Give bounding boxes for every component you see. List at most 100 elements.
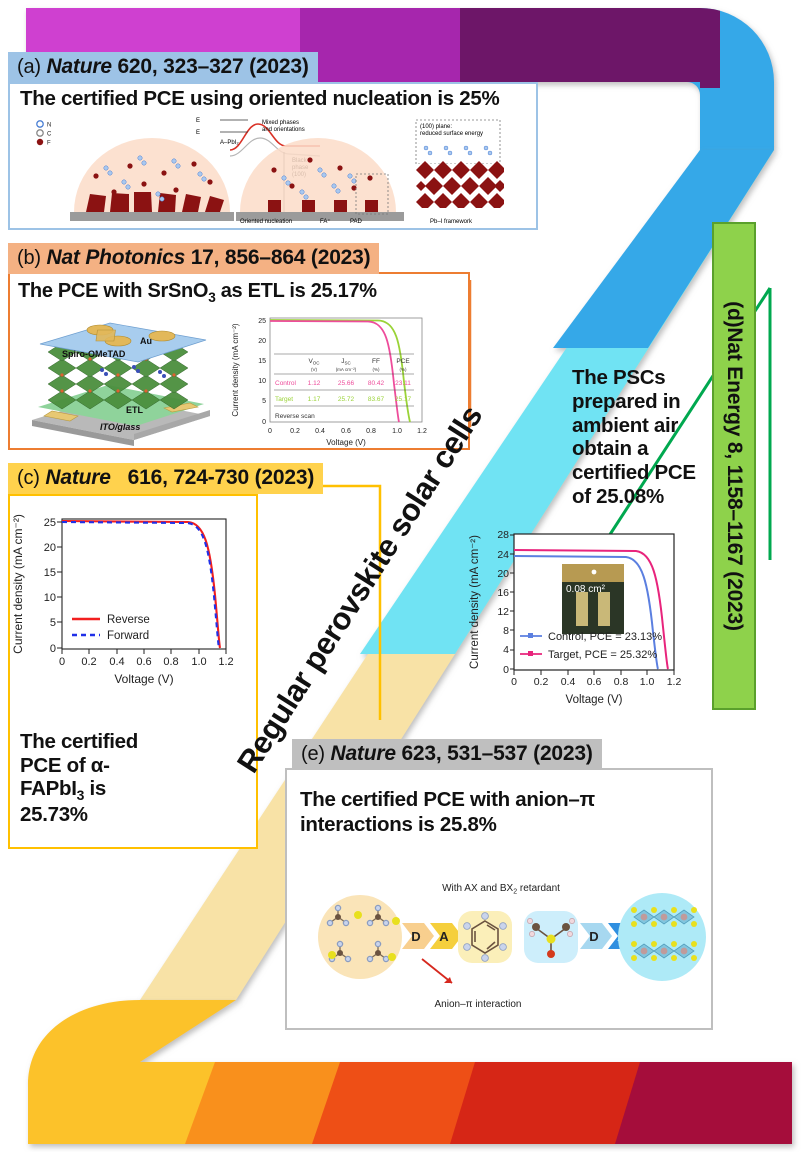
- svg-text:20: 20: [497, 568, 509, 580]
- panel-b-journal: Nat Photonics: [46, 246, 186, 269]
- panel-a-statement: The certified PCE using oriented nucleat…: [20, 87, 500, 110]
- svg-text:0: 0: [50, 643, 56, 655]
- svg-text:10: 10: [44, 592, 56, 604]
- panel-c-line5: 25.73%: [20, 803, 88, 827]
- svg-text:20: 20: [44, 542, 56, 554]
- panel-c-line1: The certified: [20, 730, 138, 753]
- svg-text:N: N: [47, 123, 51, 129]
- panel-e-node-a1: A: [439, 929, 449, 944]
- panel-d-tag: (d): [723, 301, 746, 328]
- svg-text:PAD: PAD: [350, 219, 363, 225]
- panel-c-legend: Reverse Forward: [72, 614, 150, 642]
- svg-text:Pb–I framework: Pb–I framework: [430, 219, 473, 225]
- panel-e-node-d2: D: [589, 929, 598, 944]
- svg-text:5: 5: [262, 398, 266, 405]
- panel-d-line1: The PSCs: [572, 366, 666, 389]
- svg-text:(mA cm⁻²): (mA cm⁻²): [336, 367, 357, 372]
- svg-text:0.8: 0.8: [366, 428, 376, 435]
- panel-e-statement: The certified PCE with anion–π interacti…: [300, 788, 700, 837]
- panel-d-line4: obtain a: [572, 437, 649, 461]
- panel-d-citation: 8, 1158–1167 (2023): [723, 441, 746, 631]
- svg-text:PCE: PCE: [396, 358, 410, 365]
- svg-text:10: 10: [258, 378, 266, 385]
- panel-d-ylabel: Current density (mA cm⁻²): [469, 535, 481, 669]
- panel-b-citation: 17, 856–864 (2023): [190, 246, 371, 269]
- panel-d-line5: certified PCE: [572, 461, 696, 485]
- stack-label-spiro: Spiro-OMeTAD: [62, 349, 126, 359]
- svg-text:23.11: 23.11: [395, 380, 411, 387]
- panel-e-journal: Nature: [330, 742, 396, 765]
- svg-text:25: 25: [44, 517, 56, 529]
- panel-b-statement: The PCE with SrSnO3 as ETL is 25.17%: [18, 280, 458, 305]
- svg-text:0.8: 0.8: [614, 676, 629, 688]
- svg-text:0.6: 0.6: [587, 676, 602, 688]
- panel-c-header: (c) Nature 616, 724-730 (2023): [8, 463, 324, 494]
- svg-text:and orientations: and orientations: [262, 127, 305, 133]
- svg-text:E: E: [196, 118, 200, 124]
- svg-text:5: 5: [50, 617, 56, 629]
- svg-text:(%): (%): [373, 367, 380, 372]
- svg-text:0.2: 0.2: [81, 656, 96, 668]
- panel-d-legend: Control, PCE = 23.13% Target, PCE = 25.3…: [520, 631, 662, 661]
- panel-b-ylabel: Current density (mA cm⁻²): [231, 323, 240, 416]
- svg-text:reduced surface energy: reduced surface energy: [420, 131, 483, 137]
- panel-e-tag: (e): [301, 743, 325, 765]
- panel-d-inset-label: 0.08 cm²: [566, 584, 606, 595]
- svg-text:25.17: 25.17: [395, 396, 412, 403]
- panel-e-node-d1: D: [411, 929, 420, 944]
- bottom-ribbon: [28, 1000, 792, 1144]
- panel-a-tag: (a): [17, 56, 41, 78]
- svg-text:0: 0: [268, 428, 272, 435]
- svg-text:0.4: 0.4: [561, 676, 576, 688]
- svg-text:F: F: [47, 141, 51, 147]
- svg-text:JSC: JSC: [341, 358, 351, 366]
- svg-text:0.6: 0.6: [136, 656, 151, 668]
- svg-text:16: 16: [497, 587, 509, 599]
- panel-c-ylabel: Current density (mA cm⁻²): [11, 514, 25, 654]
- panel-a-citation: 620, 323–327 (2023): [117, 55, 309, 78]
- anion-pi-arrow: [421, 958, 453, 984]
- panel-d-legend-target: Target, PCE = 25.32%: [548, 649, 657, 661]
- panel-a-journal: Nature: [46, 55, 112, 78]
- benzene-ring: [471, 920, 499, 954]
- panel-c-journal: Nature: [45, 466, 111, 489]
- svg-text:25.66: 25.66: [338, 380, 355, 387]
- svg-text:0.4: 0.4: [315, 428, 325, 435]
- donor-chevron-1: [402, 923, 434, 949]
- svg-text:0.2: 0.2: [290, 428, 300, 435]
- svg-text:0: 0: [59, 656, 65, 668]
- svg-text:Control: Control: [275, 380, 297, 387]
- svg-text:E: E: [196, 130, 200, 136]
- framework-panel: (100) plane: reduced surface energy Pb–I…: [415, 119, 504, 225]
- svg-text:0: 0: [262, 419, 266, 426]
- svg-text:1.2: 1.2: [218, 656, 233, 668]
- stack-label-au: Au: [140, 336, 152, 346]
- svg-text:FA⁺: FA⁺: [320, 218, 331, 225]
- svg-text:VOC: VOC: [308, 358, 320, 366]
- svg-text:1.0: 1.0: [392, 428, 402, 435]
- svg-text:1.2: 1.2: [667, 676, 682, 688]
- panel-b-statement-post: as ETL is 25.17%: [215, 280, 377, 302]
- svg-text:Oriented nucleation: Oriented nucleation: [240, 219, 292, 225]
- panel-a-header: (a) Nature 620, 323–327 (2023): [8, 52, 318, 83]
- panel-d-line3: ambient air: [572, 413, 679, 437]
- svg-text:20: 20: [258, 338, 266, 345]
- svg-text:1.17: 1.17: [308, 396, 321, 403]
- svg-text:0: 0: [511, 676, 517, 688]
- panel-e-diagram: With AX and BX2 retardant: [318, 883, 706, 1010]
- dmso-molecule: [527, 918, 575, 958]
- stack-label-ito: ITO/glass: [100, 422, 140, 432]
- svg-text:C: C: [47, 132, 52, 138]
- panel-b-annotation: Reverse scan: [275, 413, 315, 420]
- panel-c-citation: 616, 724-730 (2023): [127, 466, 315, 489]
- svg-text:1.0: 1.0: [640, 676, 655, 688]
- panel-b-jv-chart: 25 20 15 10 5 0 0 0.2 0.4 0.6 0.8 1.0 1.2 Voltag…: [231, 317, 427, 447]
- svg-text:25.72: 25.72: [338, 396, 355, 403]
- panel-d-line6: of 25.08%: [572, 484, 664, 508]
- svg-text:0.8: 0.8: [163, 656, 178, 668]
- panel-c-legend-forward: Forward: [107, 630, 149, 642]
- svg-text:15: 15: [44, 567, 56, 579]
- panel-d-inset-photo: 0.08 cm²: [562, 564, 624, 634]
- panel-c-xlabel: Voltage (V): [114, 672, 173, 686]
